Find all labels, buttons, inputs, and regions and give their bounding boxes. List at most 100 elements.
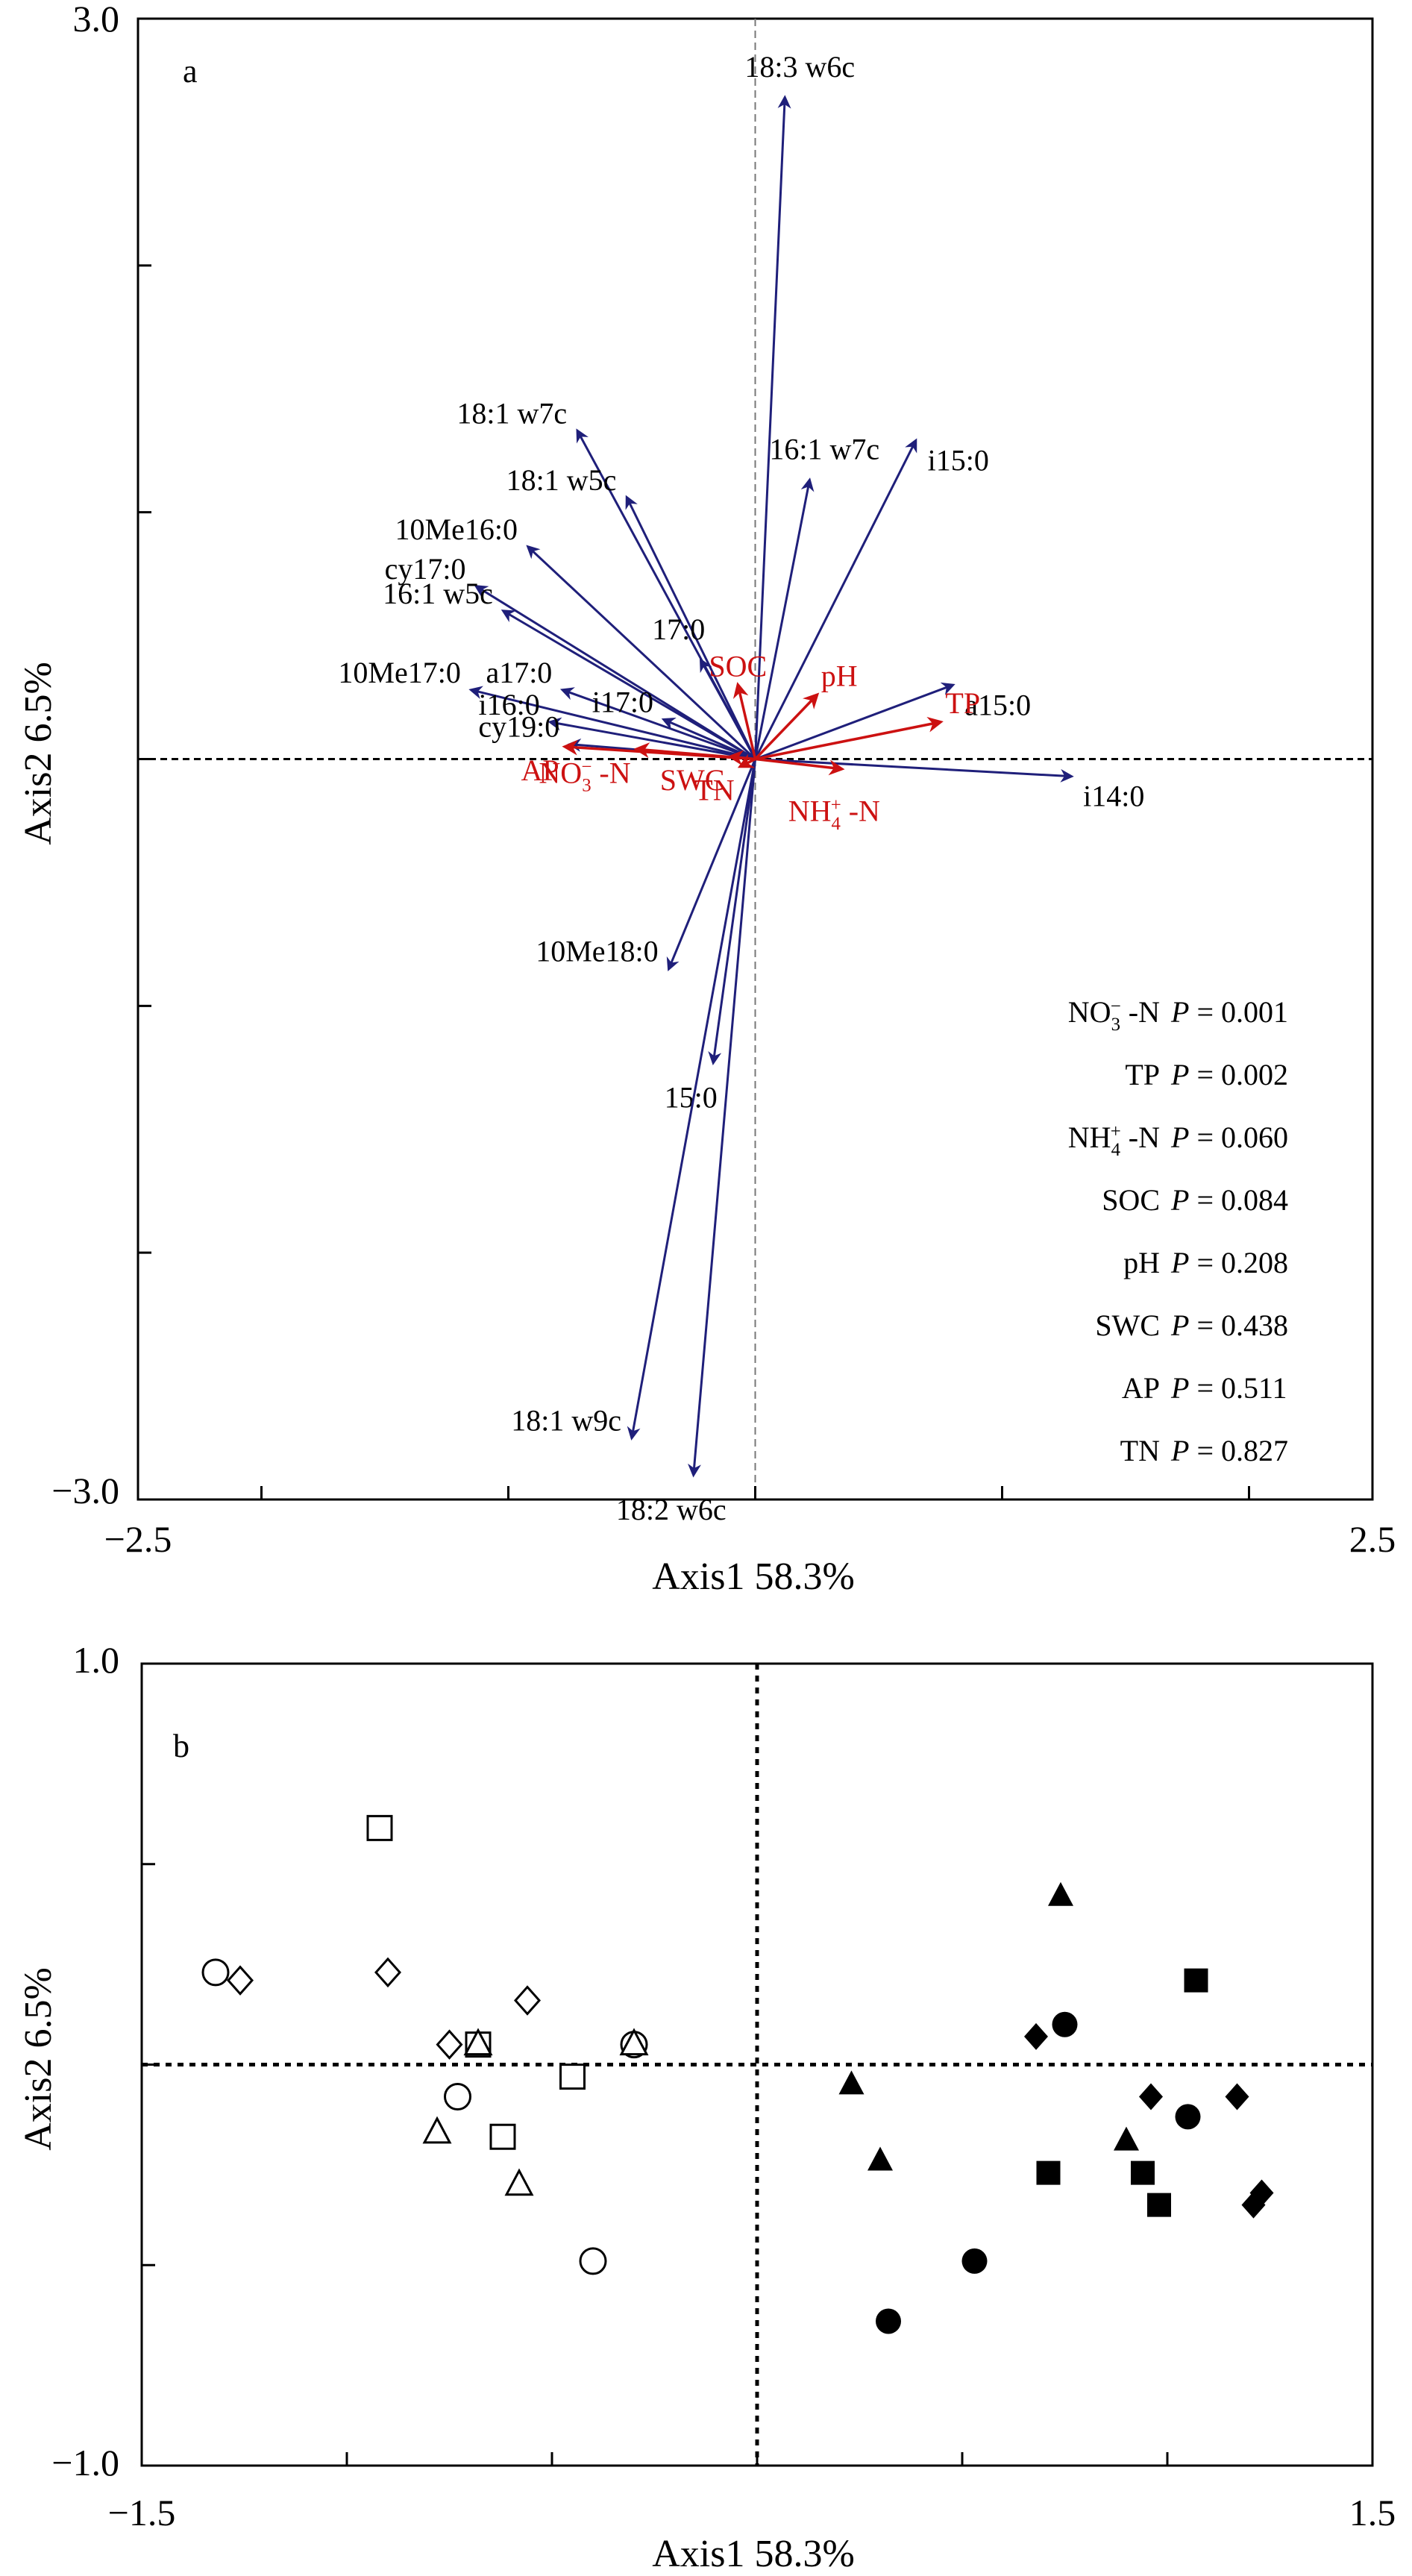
- species-arrow-a17-0: a17:0: [486, 656, 756, 760]
- significance-variable: TP: [1125, 1058, 1160, 1091]
- panel-a-y-tick-min: −3.0: [51, 1470, 119, 1511]
- open-square-point: [489, 2123, 516, 2150]
- significance-p-value: P = 0.511: [1170, 1371, 1287, 1405]
- significance-variable: AP: [1122, 1371, 1160, 1405]
- filled-square-point: [1147, 2193, 1171, 2217]
- open-diamond-point: [226, 1965, 254, 1996]
- env-arrow-nh4-n: NH4+ -N: [755, 757, 880, 834]
- filled-triangle-point: [1114, 2126, 1139, 2151]
- open-square-point: [559, 2063, 586, 2090]
- significance-row: SWC P = 0.438: [1095, 1309, 1288, 1342]
- significance-p-value: P = 0.208: [1170, 1246, 1288, 1279]
- species-arrow-16-1-w7c: 16:1 w7c: [754, 433, 879, 759]
- species-arrow-15-0: 15:0: [665, 759, 756, 1114]
- filled-diamond-point: [1225, 2083, 1249, 2110]
- open-triangle-point: [619, 2028, 649, 2056]
- panel-b-y-tick-min: −1.0: [51, 2442, 119, 2483]
- env-label: AP: [521, 753, 559, 787]
- open-triangle-point: [504, 2168, 534, 2196]
- species-arrow-18-2-w6c: 18:2 w6c: [616, 759, 756, 1526]
- panel-b-x-tick-min: −1.5: [108, 2492, 176, 2533]
- filled-diamond-point: [1139, 2083, 1163, 2110]
- species-arrow-18-3-w6c: 18:3 w6c: [744, 50, 855, 759]
- species-label: a17:0: [486, 656, 552, 689]
- env-label: NO3− -N: [539, 756, 630, 795]
- species-label: i17:0: [592, 686, 653, 719]
- species-arrow-i15-0: i15:0: [754, 438, 989, 760]
- open-triangle-point: [463, 2028, 493, 2056]
- panel-b-x-axis-label: Axis1 58.3%: [652, 2533, 855, 2575]
- filled-diamond-point: [1241, 2191, 1266, 2219]
- significance-row: NO3− -N P = 0.001: [1068, 995, 1288, 1035]
- species-label: i15:0: [928, 444, 989, 477]
- env-label: TN: [694, 773, 734, 806]
- env-label: TP: [945, 686, 980, 720]
- species-label: 18:2 w6c: [616, 1493, 727, 1526]
- significance-variable: TN: [1120, 1434, 1160, 1467]
- significance-p-value: P = 0.438: [1170, 1309, 1288, 1342]
- species-label: cy17:0: [385, 552, 466, 586]
- filled-square-point: [1184, 1968, 1208, 1993]
- species-label: i14:0: [1083, 780, 1144, 813]
- significance-row: SOC P = 0.084: [1102, 1183, 1288, 1217]
- species-arrow-i17-0: i17:0: [592, 686, 756, 760]
- env-arrow-tn: TN: [694, 753, 756, 806]
- panel-b: b −1.5 1.5 1.0 −1.0 Axis1 58.3% Axis2 6.…: [17, 1639, 1396, 2575]
- significance-variable: SOC: [1102, 1183, 1160, 1217]
- panel-a-label: a: [183, 53, 198, 90]
- open-circle-point: [201, 1958, 230, 1987]
- species-label: 18:1 w7c: [456, 396, 567, 430]
- significance-row: pH P = 0.208: [1123, 1246, 1288, 1279]
- filled-circle-point: [1052, 2011, 1078, 2037]
- filled-triangle-point: [1048, 1881, 1073, 1906]
- filled-square-point: [1036, 2160, 1061, 2185]
- species-label: 18:3 w6c: [744, 50, 855, 84]
- panel-b-y-axis-label: Axis2 6.5%: [17, 1967, 60, 2151]
- significance-row: NH4+ -N P = 0.060: [1068, 1121, 1288, 1160]
- significance-p-value: P = 0.060: [1170, 1121, 1288, 1154]
- species-label: cy19:0: [478, 710, 559, 744]
- sample-points: [201, 1814, 1274, 2334]
- panel-b-x-tick-max: 1.5: [1349, 2492, 1396, 2533]
- species-label: 17:0: [652, 612, 705, 646]
- significance-table: NO3− -N P = 0.001 TP P = 0.002 NH4+ -N P = 0.…: [1068, 995, 1288, 1467]
- panel-a-ticks: [138, 264, 1250, 1499]
- significance-row: AP P = 0.511: [1122, 1371, 1287, 1405]
- filled-square-point: [1131, 2160, 1155, 2185]
- open-diamond-point: [436, 2029, 463, 2060]
- environment-arrows: SOC pH TP AP SWC NO3− -N TN NH4+ -N: [521, 649, 980, 834]
- significance-p-value: P = 0.002: [1170, 1058, 1288, 1091]
- species-arrow-cy17-0: cy17:0: [385, 552, 756, 760]
- env-arrow-tp: TP: [755, 686, 980, 761]
- species-arrow-17-0: 17:0: [652, 612, 756, 760]
- panel-a-x-tick-max: 2.5: [1349, 1518, 1396, 1560]
- species-label: i16:0: [479, 688, 540, 721]
- significance-p-value: P = 0.084: [1170, 1183, 1288, 1217]
- open-circle-point: [444, 2083, 471, 2110]
- open-square-point: [366, 1814, 393, 1841]
- significance-p-value: P = 0.001: [1170, 995, 1288, 1029]
- species-arrow-18-1-w9c: 18:1 w9c: [511, 759, 756, 1441]
- filled-triangle-point: [838, 2070, 865, 2095]
- species-arrow-10me16-0: 10Me16:0: [395, 513, 756, 760]
- filled-circle-point: [961, 2248, 988, 2274]
- env-label: SOC: [709, 649, 767, 683]
- filled-triangle-point: [867, 2146, 893, 2171]
- species-arrow-a15-0: a15:0: [754, 682, 1031, 760]
- env-arrow-no3-n: NO3− -N: [539, 742, 756, 795]
- significance-p-value: P = 0.827: [1170, 1434, 1288, 1467]
- species-arrow-i14-0: i14:0: [755, 758, 1144, 813]
- significance-row: TN P = 0.827: [1120, 1434, 1288, 1467]
- filled-circle-point: [1175, 2104, 1201, 2130]
- species-label: 10Me16:0: [395, 513, 518, 546]
- env-arrow-soc: SOC: [709, 649, 767, 759]
- panel-a-y-tick-max: 3.0: [73, 0, 120, 40]
- panel-a-y-axis-label: Axis2 6.5%: [17, 662, 60, 845]
- species-arrow-16-1-w5c: 16:1 w5c: [383, 577, 756, 760]
- panel-b-label: b: [173, 1728, 189, 1764]
- env-label: NH4+ -N: [788, 795, 880, 834]
- species-arrows: 18:3 w6c 18:1 w7c 16:1 w7c i15:0 18:1 w5c 10M…: [338, 50, 1144, 1526]
- filled-circle-point: [876, 2308, 901, 2334]
- panel-a: a −2.5 2.5 3.0 −3.0 Axis1 58.3% Axis2 6.…: [17, 0, 1396, 1598]
